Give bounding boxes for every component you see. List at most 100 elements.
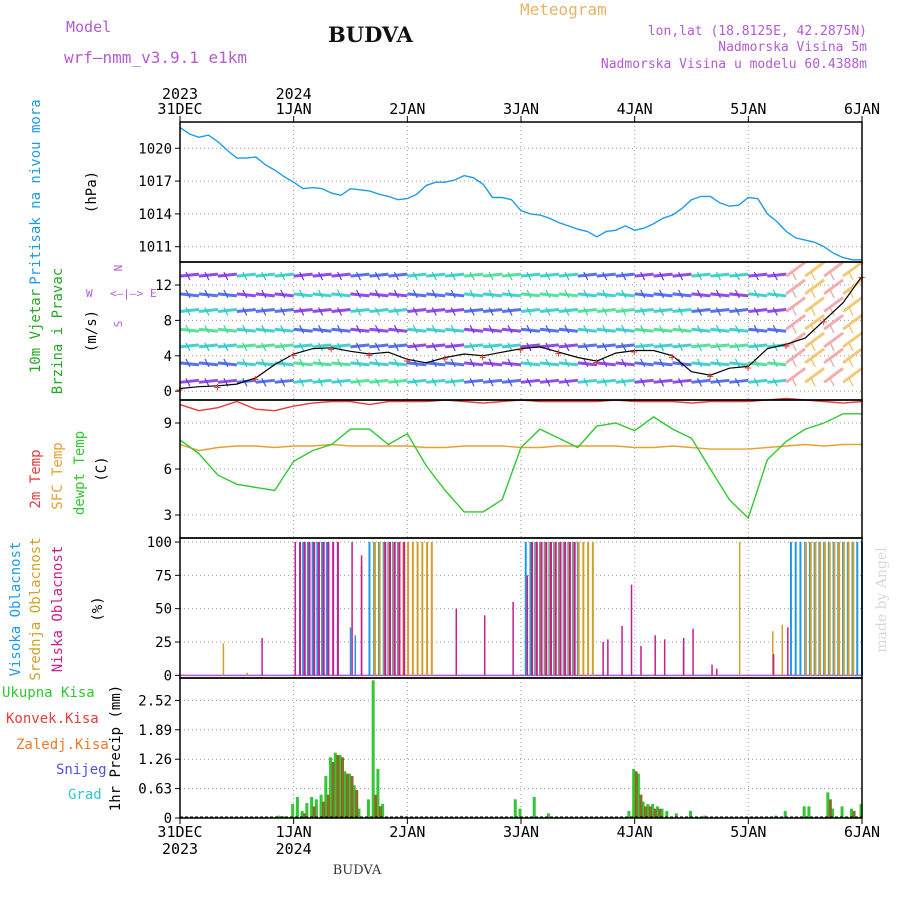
wind-barb-tick (791, 378, 797, 387)
precip-bar (859, 804, 863, 818)
precip-bar (826, 792, 830, 818)
wind-barb-tick (469, 342, 475, 352)
wind-barb-tick (223, 342, 229, 352)
wind-barb-tick (280, 342, 286, 352)
wind-barb (748, 308, 768, 314)
wind-gust-mark: + (403, 353, 410, 367)
wind-barb (350, 292, 370, 298)
wind-barb (217, 378, 237, 384)
precip-bar (336, 755, 340, 818)
wind-barb (482, 272, 503, 278)
time-label-top: 3JAN (503, 100, 539, 118)
wind-barb (729, 327, 749, 333)
wind-barb (426, 292, 446, 298)
wind-barb-tick (564, 342, 570, 352)
precip-bar (295, 797, 299, 818)
wind-barb-tick (659, 271, 665, 281)
wind-barb-tick (280, 289, 286, 299)
wind-barb-tick (621, 271, 627, 281)
wind-barb (558, 308, 578, 314)
wind-barb (407, 292, 427, 298)
wind-barb (217, 308, 237, 314)
wind-barb-tick (602, 289, 608, 299)
wind-barb-tick (602, 324, 608, 334)
wind-barb (293, 292, 313, 298)
ytick-label-pressure: 1017 (138, 174, 172, 190)
wind-barb (539, 327, 560, 333)
wind-barb-tick (318, 358, 324, 368)
wind-barb (312, 361, 332, 367)
wind-barb-tick (772, 289, 778, 299)
wind-barb-tick (242, 378, 248, 387)
wind-barb-tick (753, 378, 759, 387)
wind-barb (596, 378, 616, 384)
time-label-bottom: 1JAN (276, 823, 312, 841)
wind-barb-tick (393, 289, 399, 299)
wind-barb (312, 272, 332, 278)
ytick-label-precip: 1.26 (138, 752, 172, 768)
wind-barb-tick (412, 324, 418, 334)
wind-barb (217, 272, 237, 278)
wind-barb-tick (696, 307, 703, 316)
wind-barb (785, 347, 807, 365)
temp-units: (C) (94, 456, 110, 481)
pressure-units: (hPa) (84, 171, 100, 213)
wind-barb (520, 378, 541, 384)
wind-barb-tick (640, 342, 646, 352)
wind-barb-tick (393, 342, 399, 352)
wind-barb-tick (753, 289, 759, 299)
wind-barb-tick (185, 324, 191, 334)
wind-barb-tick (791, 324, 797, 334)
wind-barb-tick (431, 358, 437, 368)
wind-barb (785, 331, 807, 349)
wind-barb (520, 361, 541, 367)
wind-barb-tick (640, 271, 646, 281)
wind-barb (672, 308, 692, 314)
wind-barb-tick (734, 307, 740, 316)
wind-barb (539, 361, 560, 367)
wind-barb-tick (659, 289, 665, 299)
wind-barb (274, 308, 294, 314)
wind-barb-tick (848, 289, 854, 299)
precip-bar (674, 813, 678, 818)
wind-barb (710, 361, 730, 367)
year-label-bottom: 2023 (162, 840, 198, 858)
precip-legend-item: Konvek.Kisa (6, 711, 99, 727)
cloud-ylabel-low: Niska Oblacnost (50, 546, 66, 672)
wind-barb (293, 327, 313, 333)
wind-barb-tick (318, 289, 324, 299)
wind-barb (464, 272, 484, 278)
wind-barb (198, 272, 219, 278)
time-label-top: 1JAN (276, 100, 312, 118)
wind-barb (369, 308, 389, 314)
wind-barb-tick (204, 358, 210, 368)
wind-barb (331, 378, 351, 384)
wind-barb (407, 327, 427, 333)
precip-bar (350, 776, 354, 818)
wind-barb-tick (753, 342, 759, 352)
wind-barb-tick (450, 342, 456, 352)
ytick-label-pressure: 1020 (138, 141, 172, 157)
wind-barb-tick (223, 271, 229, 281)
wind-barb (369, 272, 389, 278)
precip-bar (378, 806, 382, 818)
wind-barb (198, 343, 219, 349)
wind-barb-tick (583, 271, 589, 281)
wind-barb (520, 292, 541, 298)
wind-barb (729, 378, 749, 384)
watermark: made by Angel (874, 547, 890, 653)
wind-barb-tick (450, 271, 456, 281)
precip-bar (658, 808, 662, 818)
wind-barb-tick (848, 358, 854, 368)
wind-barb-tick (393, 378, 399, 387)
wind-barb (501, 361, 522, 367)
wind-barb (255, 292, 275, 298)
wind-barb (407, 361, 427, 367)
wind-barb-tick (355, 378, 362, 387)
wind-barb (596, 361, 616, 367)
precip-bar (300, 811, 304, 818)
wind-barb (388, 327, 408, 333)
wind-barb (539, 272, 560, 278)
wind-barb-tick (810, 378, 816, 387)
